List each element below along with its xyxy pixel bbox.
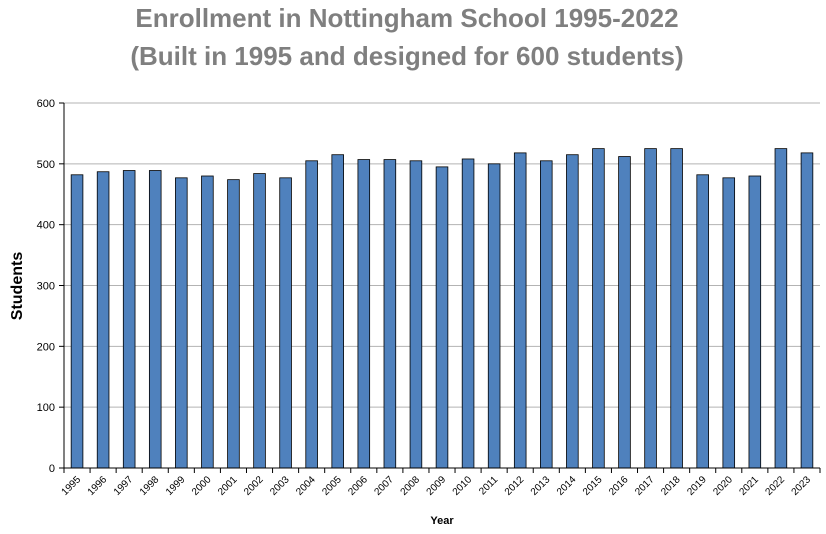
- y-tick-label: 400: [37, 220, 55, 232]
- x-tick-label: 2012: [503, 474, 527, 498]
- bar-2013: [540, 160, 553, 469]
- bar-2015: [592, 148, 605, 469]
- x-tick-label: 2018: [659, 474, 683, 498]
- chart-title-line1: Enrollment in Nottingham School 1995-202…: [135, 3, 678, 33]
- x-tick-label: 2008: [399, 474, 423, 498]
- x-tick-label: 1997: [112, 474, 136, 498]
- bar-2020: [722, 177, 736, 469]
- x-tick-label: 2007: [372, 474, 396, 498]
- bar-2016: [618, 156, 631, 469]
- bar-2021: [748, 175, 762, 469]
- y-tick-label: 300: [37, 281, 55, 293]
- bar-2019: [696, 174, 709, 469]
- bar-2008: [409, 160, 423, 469]
- x-tick-label: 2001: [216, 474, 240, 498]
- y-tick-label: 100: [37, 402, 55, 414]
- y-tick-label: 600: [37, 98, 55, 110]
- bar-2023: [800, 152, 814, 469]
- x-axis-title: Year: [430, 515, 454, 527]
- x-tick-label: 2011: [477, 474, 500, 497]
- bar-2012: [513, 152, 527, 469]
- x-tick-labels: 1995 1996 1997 1998 1999 2000 2001 2002 2003 2004…: [60, 474, 814, 498]
- bar-2011: [487, 163, 501, 469]
- bar-1999: [175, 177, 188, 469]
- x-tick-label: 2017: [633, 474, 657, 498]
- y-tick-label: 500: [37, 159, 55, 171]
- bar-2014: [566, 154, 579, 469]
- x-tick-label: 2013: [529, 474, 553, 498]
- bar-1995: [70, 174, 84, 469]
- bar-2000: [201, 175, 214, 469]
- bar-2009: [435, 166, 449, 469]
- bar-2017: [644, 148, 657, 469]
- x-tick-label: 2019: [685, 474, 709, 498]
- bar-2003: [279, 177, 292, 469]
- x-tick-label: 2002: [242, 474, 266, 498]
- x-tick-label: 2005: [320, 474, 344, 498]
- y-tick-label: 200: [37, 341, 55, 353]
- bar-2001: [227, 179, 240, 469]
- x-tick-label: 2000: [190, 474, 214, 498]
- axes: [59, 102, 821, 473]
- y-tick-label: 0: [49, 463, 55, 475]
- x-tick-label: 2010: [451, 474, 475, 498]
- x-tick-label: 2003: [268, 474, 292, 498]
- x-tick-label: 2021: [737, 474, 761, 498]
- x-tick-label: 2006: [346, 474, 370, 498]
- bar-2004: [305, 160, 318, 469]
- bar-1998: [148, 170, 162, 469]
- x-tick-label: 2004: [294, 474, 318, 498]
- x-tick-label: 2014: [555, 474, 579, 498]
- x-tick-label: 2020: [711, 474, 735, 498]
- x-tick-label: 1995: [60, 474, 84, 498]
- bar-1996: [96, 171, 110, 469]
- x-tick-label: 2016: [607, 474, 631, 498]
- bars: [70, 148, 814, 469]
- x-tick-label: 1996: [86, 474, 110, 498]
- bar-2022: [774, 148, 788, 469]
- bar-2002: [253, 173, 266, 469]
- x-tick-label: 2023: [790, 474, 814, 498]
- x-tick-label: 1998: [138, 474, 162, 498]
- bar-2010: [461, 158, 475, 469]
- chart-title-line2: (Built in 1995 and designed for 600 stud…: [130, 41, 683, 71]
- x-tick-label: 2022: [764, 474, 788, 498]
- x-tick-label: 1999: [164, 474, 188, 498]
- y-tick-labels: 0 100 200 300 400 500 600: [37, 98, 55, 475]
- bar-2006: [357, 159, 371, 469]
- x-tick-label: 2009: [425, 474, 449, 498]
- bar-1997: [122, 170, 136, 469]
- y-axis-title: Students: [9, 252, 26, 321]
- bar-2018: [670, 148, 683, 469]
- x-tick-label: 2015: [581, 474, 605, 498]
- bar-2007: [383, 159, 397, 469]
- bar-2005: [331, 154, 344, 469]
